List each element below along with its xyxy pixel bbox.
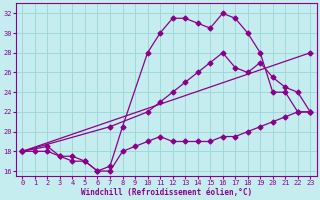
X-axis label: Windchill (Refroidissement éolien,°C): Windchill (Refroidissement éolien,°C) bbox=[81, 188, 252, 197]
